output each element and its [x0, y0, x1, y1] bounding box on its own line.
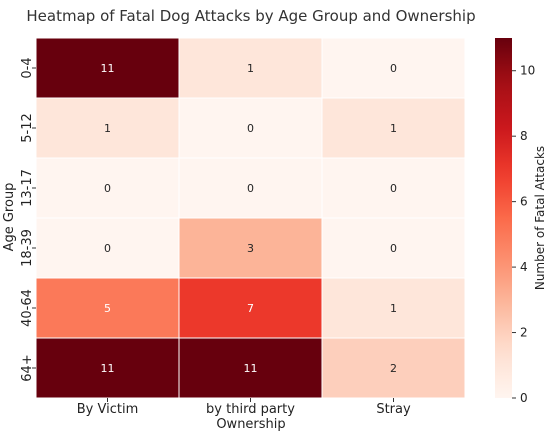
y-tick-label: 64+ — [20, 354, 35, 381]
heatmap-cells — [35, 37, 466, 399]
heatmap-cell — [178, 157, 323, 219]
heatmap-cell — [321, 97, 466, 159]
cell-value-label: 1 — [104, 122, 111, 135]
cell-value-label: 2 — [390, 362, 397, 375]
x-tick-label: By Victim — [77, 402, 138, 417]
cell-value-label: 5 — [104, 302, 111, 315]
heatmap-cell — [321, 217, 466, 279]
heatmap-cell — [178, 337, 323, 399]
heatmap-cell — [35, 277, 180, 339]
heatmap-cell — [35, 37, 180, 99]
cell-value-label: 0 — [390, 242, 397, 255]
colorbar-tick-label: 6 — [520, 195, 528, 209]
cell-value-label: 0 — [247, 122, 254, 135]
colorbar-tick-label: 8 — [520, 129, 528, 143]
cell-value-label: 3 — [247, 242, 254, 255]
y-tick-label: 40-64 — [20, 289, 35, 327]
colorbar-tick-label: 2 — [520, 326, 528, 340]
cell-value-label: 0 — [104, 242, 111, 255]
cell-value-label: 0 — [247, 182, 254, 195]
heatmap-cell — [321, 277, 466, 339]
heatmap-cell — [178, 37, 323, 99]
cell-value-label: 11 — [244, 362, 258, 375]
heatmap-cell — [321, 37, 466, 99]
y-tick-label: 18-39 — [20, 229, 35, 267]
x-tick-label: by third party — [206, 402, 295, 417]
x-tick-label: Stray — [376, 402, 411, 417]
y-axis-label: Age Group — [2, 183, 17, 252]
cell-value-label: 0 — [390, 182, 397, 195]
chart-title: Heatmap of Fatal Dog Attacks by Age Grou… — [26, 7, 475, 25]
colorbar-tick-label: 0 — [520, 391, 528, 405]
y-tick-label: 13-17 — [20, 169, 35, 207]
heatmap-cell — [178, 277, 323, 339]
colorbar-tick-label: 10 — [520, 64, 535, 78]
heatmap-cell — [35, 97, 180, 159]
y-tick-label: 5-12 — [20, 113, 35, 143]
heatmap-cell — [178, 97, 323, 159]
cell-value-label: 1 — [390, 122, 397, 135]
cell-value-label: 11 — [101, 362, 115, 375]
cell-value-label: 7 — [247, 302, 254, 315]
cell-value-label: 1 — [247, 62, 254, 75]
colorbar — [495, 38, 512, 398]
cell-value-label: 11 — [101, 62, 115, 75]
cell-value-label: 0 — [390, 62, 397, 75]
heatmap-cell — [35, 217, 180, 279]
heatmap-cell — [321, 337, 466, 399]
y-axis-ticks: 0-4 5-12 13-17 18-39 40-64 64+ — [20, 57, 36, 382]
colorbar-tick-label: 4 — [520, 260, 528, 274]
cell-value-label: 1 — [390, 302, 397, 315]
x-axis-label: Ownership — [216, 417, 285, 432]
colorbar-ticks: 0 2 4 6 8 10 — [512, 64, 535, 405]
y-tick-label: 0-4 — [20, 57, 35, 78]
colorbar-label: Number of Fatal Attacks — [533, 146, 547, 290]
cell-value-label: 0 — [104, 182, 111, 195]
cell-value-labels: 11 1 01 0 10 0 00 3 05 7 111 11 2 — [101, 62, 398, 375]
x-axis-ticks: By Victim by third party Stray — [77, 398, 411, 417]
